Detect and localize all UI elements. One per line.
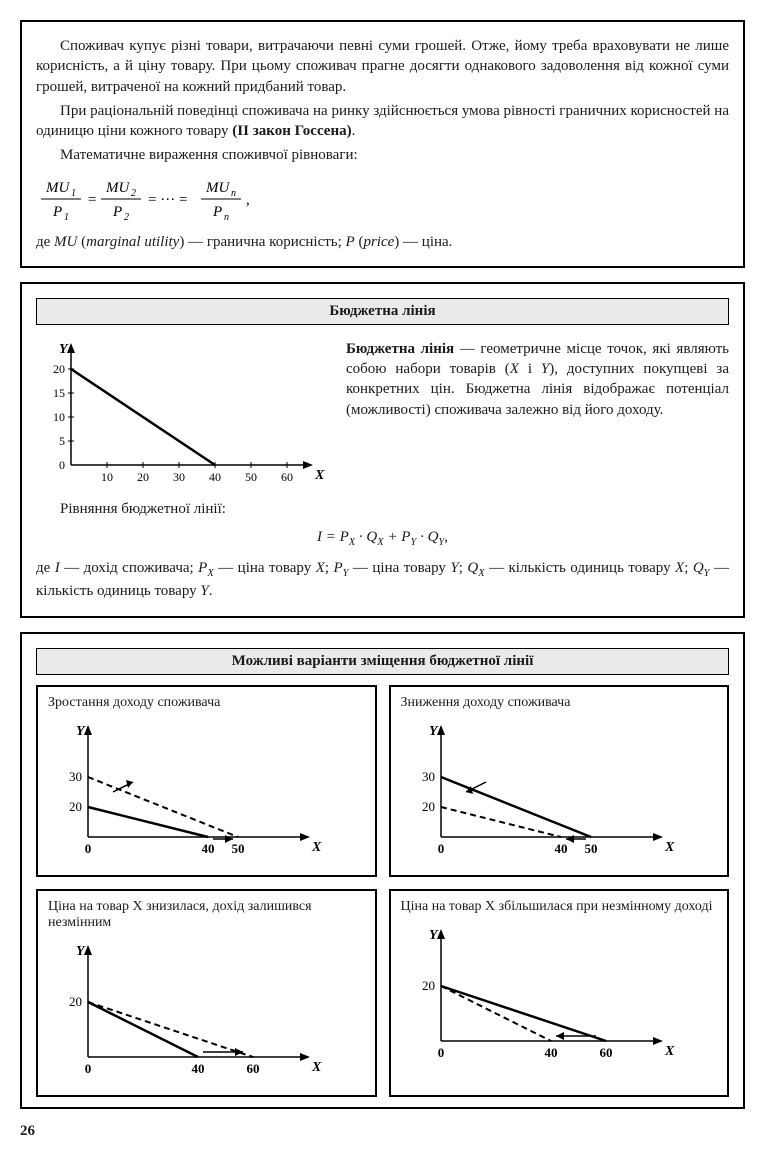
top-eqnote: де MU (marginal utility) — гранична кори… [36,232,729,252]
shift-box: Можливі варіанти зміщення бюджетної ліні… [20,632,745,1109]
budget-box: Бюджетна лінія Y X 0 5 10 15 [20,282,745,618]
svg-text:30: 30 [422,769,435,784]
panel-price-down: Ціна на товар X знизилася, дохід залишив… [36,889,377,1097]
svg-text:X: X [311,840,322,855]
budget-chart: Y X 0 5 10 15 20 10 20 30 4 [36,335,326,495]
svg-text:50: 50 [245,470,257,484]
svg-text:Y: Y [429,724,439,739]
svg-text:40: 40 [554,841,567,856]
top-p1: Споживач купує різні товари, витрачаючи … [36,36,729,97]
budget-eqlabel: Рівняння бюджетної лінії: [36,499,729,519]
svg-text:X: X [664,1044,675,1059]
svg-text:P: P [212,204,222,220]
budget-header: Бюджетна лінія [36,298,729,325]
svg-text:50: 50 [584,841,597,856]
svg-text:Y: Y [76,724,86,739]
svg-text:X: X [664,840,675,855]
svg-text:MU: MU [205,180,230,196]
svg-text:15: 15 [53,386,65,400]
svg-text:,: , [246,192,250,208]
svg-text:10: 10 [53,410,65,424]
svg-text:Y: Y [76,944,86,959]
panel1-title: Зростання доходу споживача [48,695,365,711]
panel-income-down: Зниження доходу споживача Y X 30 20 0 4 [389,685,730,877]
svg-text:40: 40 [209,470,221,484]
svg-text:2: 2 [131,188,136,199]
top-box: Споживач купує різні товари, витрачаючи … [20,20,745,268]
svg-text:30: 30 [69,769,82,784]
svg-text:n: n [224,212,229,223]
budget-text: Бюджетна лінія — геометричне місце точок… [346,335,729,424]
svg-text:20: 20 [137,470,149,484]
panel4-title: Ціна на товар X збільшилася при незмінно… [401,899,718,915]
svg-text:1: 1 [64,212,69,223]
svg-text:0: 0 [437,841,444,856]
panel-price-up: Ціна на товар X збільшилася при незмінно… [389,889,730,1097]
svg-text:20: 20 [69,994,82,1009]
shift-grid: Зростання доходу споживача Y X 30 20 0 [36,685,729,1097]
svg-text:= ··· =: = ··· = [148,192,187,208]
budget-equation: I = PX · QX + PY · QY, [36,527,729,550]
svg-text:2: 2 [124,212,129,223]
svg-text:X: X [311,1060,322,1075]
mu-formula-svg: MU1 P1 = MU2 P2 = ··· = MUn Pn , [36,174,296,224]
svg-text:40: 40 [202,841,215,856]
svg-text:20: 20 [69,799,82,814]
top-p2: При раціональній поведінці споживача на … [36,101,729,142]
shift-header: Можливі варіанти зміщення бюджетної ліні… [36,648,729,675]
svg-text:5: 5 [59,434,65,448]
panel2-title: Зниження доходу споживача [401,695,718,711]
svg-text:Y: Y [59,342,69,357]
svg-text:0: 0 [59,458,65,472]
svg-text:10: 10 [101,470,113,484]
svg-text:40: 40 [192,1061,205,1076]
svg-text:=: = [88,192,96,208]
top-p3: Математичне вираження споживчої рівноваг… [36,145,729,165]
svg-text:20: 20 [422,799,435,814]
svg-text:P: P [52,204,62,220]
svg-text:0: 0 [85,841,92,856]
panel-income-up: Зростання доходу споживача Y X 30 20 0 [36,685,377,877]
panel3-title: Ціна на товар X знизилася, дохід залишив… [48,899,365,931]
svg-text:30: 30 [173,470,185,484]
svg-text:MU: MU [105,180,130,196]
svg-text:50: 50 [232,841,245,856]
svg-text:MU: MU [45,180,70,196]
svg-text:n: n [231,188,236,199]
svg-text:0: 0 [437,1045,444,1060]
svg-text:20: 20 [53,362,65,376]
svg-text:1: 1 [71,188,76,199]
svg-text:Y: Y [429,928,439,943]
budget-eqnote: де I — дохід споживача; PX — ціна товару… [36,558,729,601]
svg-text:20: 20 [422,978,435,993]
svg-text:40: 40 [544,1045,557,1060]
svg-text:P: P [112,204,122,220]
svg-text:60: 60 [247,1061,260,1076]
svg-text:60: 60 [281,470,293,484]
svg-text:0: 0 [85,1061,92,1076]
page-number: 26 [20,1123,745,1140]
svg-text:X: X [314,468,325,483]
svg-text:60: 60 [599,1045,612,1060]
equation-mu: MU1 P1 = MU2 P2 = ··· = MUn Pn , [36,174,729,224]
